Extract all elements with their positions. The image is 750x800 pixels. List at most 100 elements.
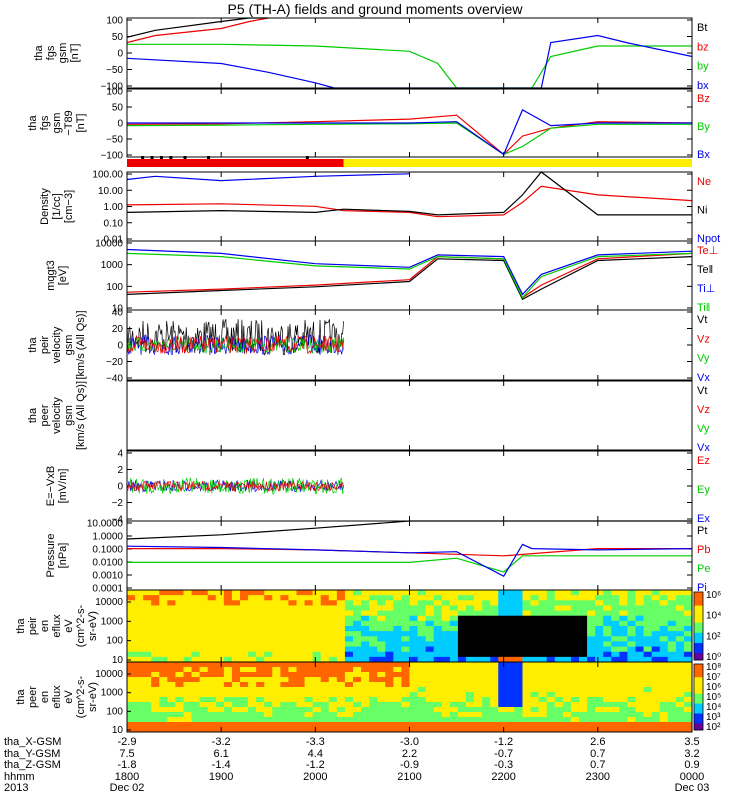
spectrogram-cell	[393, 605, 402, 612]
spectrogram-cell	[336, 631, 346, 637]
spectrogram-cell	[675, 677, 685, 683]
spectrogram-cell	[643, 682, 653, 688]
spectrogram-cell	[619, 641, 628, 648]
spectrogram-cell	[683, 662, 693, 668]
spectrogram-cell	[353, 667, 362, 673]
spectrogram-cell	[546, 615, 556, 622]
spectrogram-cell	[143, 667, 152, 673]
spectrogram-cell	[482, 610, 491, 617]
spectrogram-cell	[288, 707, 297, 713]
spectrogram-cell	[328, 722, 338, 728]
spectrogram-cell	[482, 707, 491, 713]
spectrogram-cell	[538, 672, 548, 678]
spectrogram-cell	[449, 707, 459, 713]
panel-frame	[126, 17, 693, 89]
legend-entry: Bx	[697, 149, 710, 161]
spectrogram-cell	[175, 687, 184, 693]
spectrogram-cell	[562, 672, 572, 678]
spectrogram-cell	[659, 717, 669, 723]
spectrogram-cell	[425, 697, 435, 703]
spectrogram-cell	[441, 697, 451, 703]
legend-entry: Pt	[697, 525, 707, 537]
spectrogram-cell	[272, 610, 281, 617]
spectrogram-cell	[248, 600, 257, 606]
spectrogram-cell	[667, 590, 677, 596]
spectrogram-cell	[409, 672, 419, 678]
spectrogram-cell	[619, 707, 628, 713]
spectrogram-cell	[401, 600, 410, 606]
spectrogram-cell	[635, 722, 645, 728]
spectrogram-cell	[651, 707, 661, 713]
y-tick-label: 1000	[101, 260, 124, 271]
status-bar-segment	[127, 159, 344, 167]
spectrogram-cell	[643, 697, 653, 703]
spectrogram-cell	[401, 615, 410, 622]
spectrogram-cell	[159, 620, 168, 627]
spectrogram-cell	[603, 605, 612, 612]
spectrogram-cell	[417, 605, 427, 612]
spectrogram-cell	[143, 620, 152, 627]
spectrogram-cell	[643, 641, 653, 648]
spectrogram-cell	[522, 615, 532, 622]
spectrogram-cell	[240, 662, 249, 668]
spectrogram-cell	[312, 615, 322, 622]
spectrogram-cell	[280, 677, 289, 683]
spectrogram-cell	[248, 722, 257, 728]
spectrogram-cell	[530, 722, 540, 728]
y-tick-label: 100	[106, 706, 123, 717]
spectrogram-cell	[135, 682, 144, 688]
y-tick-label: 10.00	[98, 186, 123, 197]
spectrogram-cell	[457, 707, 467, 713]
spectrogram-cell	[570, 615, 580, 622]
spectrogram-cell	[328, 641, 338, 648]
y-tick-label: 0	[117, 482, 123, 493]
spectrogram-cell	[167, 712, 176, 718]
spectrogram-cell	[667, 595, 677, 601]
series-line-fgs-by	[127, 43, 692, 89]
spectrogram-cell	[167, 656, 176, 663]
ephemeris-value: -3.0	[400, 736, 419, 748]
spectrogram-cell	[264, 646, 273, 653]
spectrogram-cell	[264, 610, 273, 617]
spectrogram-cell	[659, 702, 669, 708]
spectrogram-cell	[417, 651, 427, 658]
spectrogram-cell	[207, 626, 217, 632]
spectrogram-cell	[466, 600, 475, 606]
spectrogram-cell	[441, 672, 451, 678]
spectrogram-cell	[191, 595, 201, 601]
spectrogram-cell	[546, 702, 556, 708]
spectrogram-cell	[272, 717, 281, 723]
spectrogram-cell	[433, 605, 443, 612]
spectrogram-cell	[683, 636, 693, 642]
spectrogram-cell	[369, 646, 378, 653]
spectrogram-cell	[643, 662, 653, 668]
spectrogram-cell	[587, 646, 596, 653]
spectrogram-cell	[223, 692, 233, 698]
colorbar-cell	[694, 626, 703, 630]
spectrogram-cell	[264, 631, 273, 637]
spectrogram-cell	[385, 656, 394, 663]
spectrogram-cell	[223, 631, 233, 637]
spectrogram-cell	[595, 687, 604, 693]
spectrogram-cell	[336, 667, 346, 673]
spectrogram-cell	[562, 727, 572, 733]
spectrogram-cell	[619, 610, 628, 617]
spectrogram-cell	[587, 620, 596, 627]
spectrogram-cell	[530, 692, 540, 698]
spectrogram-cell	[312, 712, 322, 718]
spectrogram-cell	[611, 636, 620, 642]
spectrogram-cell	[264, 605, 273, 612]
spectrogram-cell	[385, 605, 394, 612]
y-tick-label: 0	[117, 341, 123, 352]
colorbar-cell	[694, 629, 703, 634]
spectrogram-cell	[248, 687, 257, 693]
legend-entry: Ti⊥	[697, 283, 715, 295]
spectrogram-cell	[474, 722, 483, 728]
spectrogram-cell	[603, 620, 612, 627]
colorbar-cell	[694, 723, 703, 728]
spectrogram-cell	[441, 656, 451, 663]
spectrogram-cell	[401, 631, 410, 637]
spectrogram-cell	[417, 727, 427, 733]
spectrogram-cell	[570, 682, 580, 688]
spectrogram-cell	[579, 620, 588, 627]
